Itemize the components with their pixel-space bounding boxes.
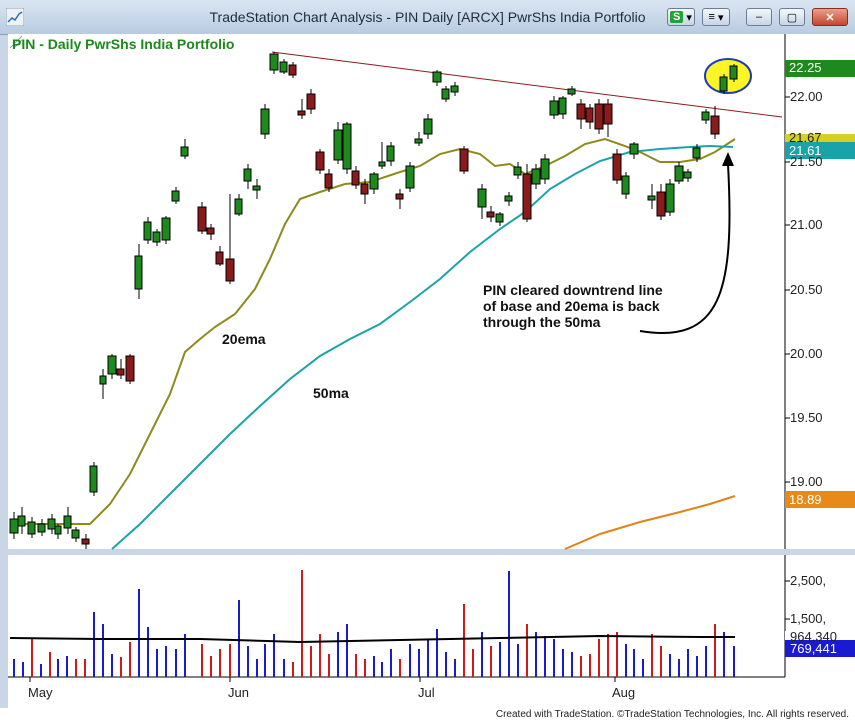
price-tick-20: 20.00: [790, 346, 823, 361]
menu-icon: ≡: [708, 11, 715, 23]
ema20-line[interactable]: [10, 137, 736, 525]
chart-title: PIN - Daily PwrShs India Portfolio: [12, 36, 235, 52]
window-title: TradeStation Chart Analysis - PIN Daily …: [209, 9, 646, 25]
annotation-line-2: of base and 20ema is back: [483, 298, 660, 314]
s-dropdown-button[interactable]: S ▾: [667, 8, 695, 26]
ema-price-tag: 21.67: [789, 133, 822, 143]
annotation-line-3: through the 50ma: [483, 314, 601, 330]
annotation-line-1: PIN cleared downtrend line: [483, 282, 663, 298]
volume-average-line[interactable]: [9, 634, 735, 644]
date-tick-marks: [29, 677, 616, 682]
chart-canvas[interactable]: [0, 34, 855, 708]
date-label-aug: Aug: [612, 685, 636, 700]
highlight-ellipse[interactable]: [704, 58, 752, 94]
price-tick-22: 22.00: [790, 89, 823, 104]
ema20-label: 20ema: [222, 331, 266, 347]
panel-separator[interactable]: [0, 549, 855, 555]
ma50-line[interactable]: [111, 144, 734, 550]
ma50-price-tag: 21.61: [789, 143, 822, 158]
ma200-tag-bg: [785, 491, 855, 508]
footer: Created with TradeStation. ©TradeStation…: [0, 708, 855, 723]
price-panel: [8, 34, 785, 549]
vol-tag-bg: [785, 640, 855, 657]
downtrend-line[interactable]: [271, 51, 783, 118]
copyright-text: Created with TradeStation. ©TradeStation…: [495, 709, 849, 720]
price-axis-panel: [785, 34, 855, 549]
volume-last-tag: 769,441: [790, 641, 837, 656]
last-price-tag-bg: [785, 60, 855, 77]
price-tick-20.5: 20.50: [790, 282, 823, 297]
menu-dropdown-button[interactable]: ≡ ▾: [702, 8, 730, 26]
price-tick-19.5: 19.50: [790, 410, 823, 425]
highlighted-candles: [719, 64, 738, 94]
date-label-may: May: [28, 685, 53, 700]
date-label-jun: Jun: [228, 685, 249, 700]
volume-tick-2500: 2,500,: [790, 573, 827, 588]
ma50-tag-bg: [785, 142, 855, 159]
window-titlebar: TradeStation Chart Analysis - PIN Daily …: [0, 0, 855, 35]
ma50-label: 50ma: [313, 385, 349, 401]
price-candles[interactable]: [9, 52, 738, 549]
arrow-head-icon: [722, 152, 734, 166]
date-label-jul: Jul: [418, 685, 435, 700]
price-tick-19: 19.00: [790, 474, 823, 489]
minimize-button[interactable]: –: [746, 8, 772, 26]
close-button[interactable]: ✕: [812, 8, 848, 26]
ma200-price-tag: 18.89: [789, 492, 822, 507]
annotation-arrow[interactable]: [639, 163, 731, 334]
last-price-tag: 22.25: [789, 60, 822, 75]
volume-bars[interactable]: [13, 570, 735, 677]
ma200-line[interactable]: [564, 495, 736, 550]
volume-panel: [8, 555, 785, 677]
tradestation-app-icon: [6, 8, 24, 26]
price-tick-marks: [785, 96, 790, 483]
volume-tick-1500: 1,500,: [790, 611, 827, 626]
volume-tick-marks: [785, 580, 790, 620]
annotation-text: PIN cleared downtrend line of base and 2…: [483, 282, 663, 330]
date-axis-panel: [8, 677, 855, 708]
resize-grip-icon[interactable]: [9, 35, 23, 49]
maximize-button[interactable]: ▢: [779, 8, 805, 26]
price-tick-21.5: 21.50: [790, 154, 823, 169]
price-tick-21: 21.00: [790, 217, 823, 232]
volume-avg-tag: 964,340: [790, 631, 837, 643]
